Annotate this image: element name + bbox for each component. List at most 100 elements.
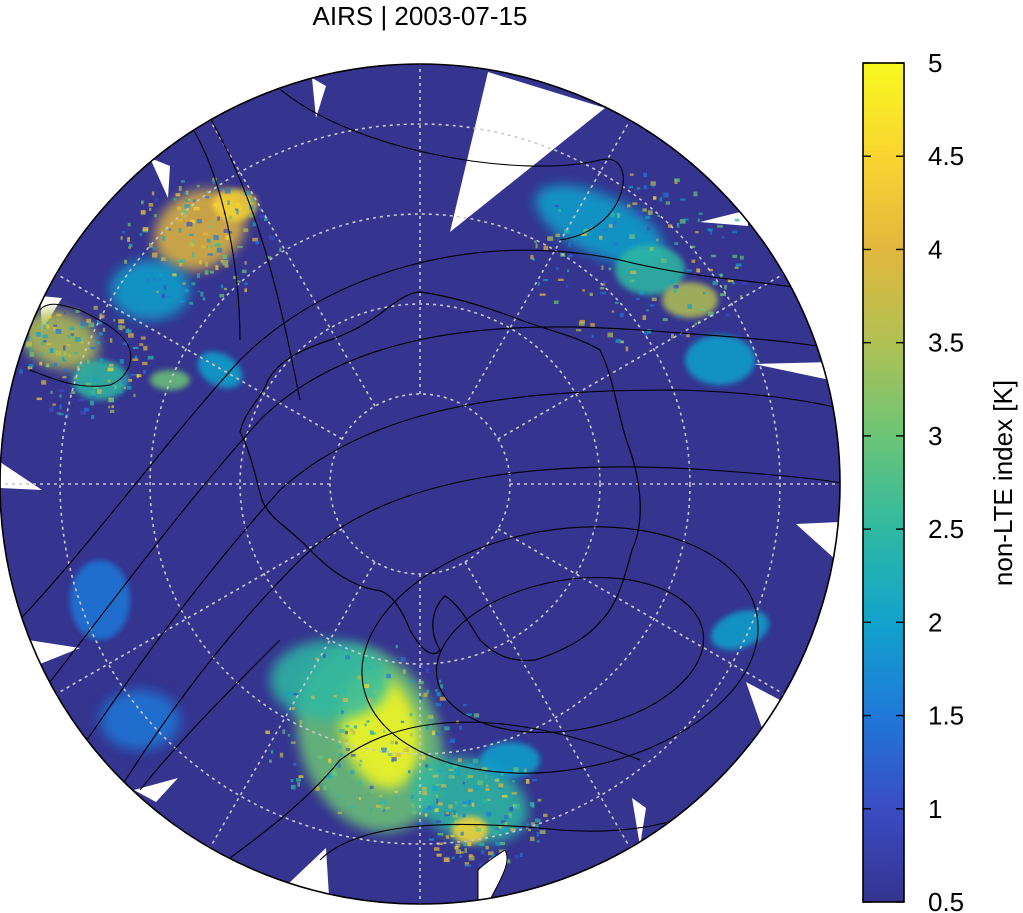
heat-speckle [358, 763, 362, 767]
heat-speckle [449, 776, 453, 780]
heat-speckle [148, 242, 153, 248]
heat-speckle [349, 728, 354, 732]
heat-speckle [108, 405, 111, 409]
heat-speckle [317, 755, 323, 760]
heat-speckle [125, 329, 132, 333]
heat-speckle [462, 803, 468, 807]
heat-speckle [234, 208, 239, 211]
heat-speckle [600, 292, 607, 295]
heat-speckle [197, 290, 200, 293]
heat-speckle [409, 732, 413, 737]
heat-speckle [432, 785, 437, 791]
heat-speckle [96, 341, 101, 345]
heat-speckle [665, 201, 670, 205]
heat-speckle [485, 788, 490, 791]
heat-speckle [501, 827, 507, 832]
heat-speckle [443, 857, 450, 862]
heat-speckle [223, 287, 227, 291]
heat-speckle [391, 757, 397, 762]
heat-speckle [720, 293, 726, 297]
heat-speckle [687, 304, 692, 309]
heat-speckle [378, 794, 383, 798]
heat-speckle [295, 734, 298, 739]
heat-speckle [175, 193, 181, 197]
heat-speckle [676, 315, 679, 318]
heat-speckle [732, 254, 738, 258]
heat-speckle [454, 801, 458, 804]
heat-speckle [504, 821, 508, 827]
heat-speckle [603, 280, 607, 283]
heat-speckle [485, 845, 489, 850]
heat-speckle [734, 218, 740, 222]
heat-speckle [76, 365, 80, 370]
heat-speckle [734, 266, 739, 269]
heat-speckle [132, 358, 139, 361]
heat-speckle [222, 263, 227, 266]
heat-speckle [208, 244, 211, 250]
heat-speckle [740, 255, 744, 260]
heat-speckle [629, 234, 635, 239]
heat-speckle [27, 366, 33, 370]
heat-speckle [279, 247, 282, 252]
heat-speckle [408, 770, 411, 774]
heat-patch [535, 184, 665, 266]
heat-speckle [227, 200, 230, 205]
heat-speckle [498, 825, 504, 829]
heat-speckle [619, 340, 624, 344]
heat-speckle [645, 215, 651, 219]
heat-speckle [387, 753, 393, 756]
heat-speckle [315, 702, 320, 705]
heat-speckle [445, 835, 450, 839]
heat-speckle [373, 689, 377, 694]
heat-speckle [133, 393, 136, 398]
heat-speckle [473, 825, 479, 830]
heat-speckle [635, 297, 641, 300]
heat-speckle [409, 679, 413, 683]
heat-speckle [380, 805, 384, 810]
heat-speckle [537, 281, 540, 286]
heat-speckle [369, 785, 374, 789]
antarctica-coastline [239, 291, 641, 662]
heat-speckle [51, 406, 54, 412]
heat-speckle [311, 695, 315, 700]
heat-speckle [382, 809, 386, 812]
heat-speckle [89, 400, 95, 406]
latitude-circle [59, 123, 781, 845]
heat-speckle [381, 799, 387, 804]
heat-speckle [250, 198, 254, 203]
heat-speckle [427, 714, 434, 719]
heat-speckle [63, 352, 67, 356]
heat-speckle [434, 847, 440, 851]
heat-speckle [474, 818, 479, 821]
heat-speckle [630, 270, 637, 274]
heat-speckle [462, 703, 467, 707]
heat-speckle [668, 224, 673, 228]
heat-speckle [650, 181, 656, 186]
heat-speckle [445, 762, 451, 768]
heat-speckle [394, 796, 398, 800]
heat-speckle [182, 282, 186, 285]
heat-speckle [55, 350, 62, 356]
heat-speckle [556, 267, 559, 270]
heat-speckle [244, 261, 247, 265]
heat-speckle [49, 349, 54, 353]
heat-speckle [99, 358, 104, 362]
heat-speckle [128, 243, 133, 248]
heat-speckle [92, 378, 98, 382]
heat-speckle [601, 265, 604, 270]
heat-speckle [114, 384, 117, 389]
heat-speckle [189, 233, 194, 237]
heat-speckle [282, 729, 286, 735]
heat-speckle [75, 308, 80, 313]
heat-speckle [708, 268, 713, 272]
heat-speckle [454, 770, 460, 776]
heat-speckle [543, 245, 549, 251]
heat-patch [711, 610, 769, 650]
heat-speckle [679, 219, 686, 224]
colorbar-tick-label: 3 [928, 421, 942, 451]
heat-speckle [345, 655, 350, 660]
heat-speckle [199, 260, 202, 265]
colorbar-label: non-LTE index [K] [988, 380, 1018, 586]
heat-speckle [202, 297, 206, 301]
